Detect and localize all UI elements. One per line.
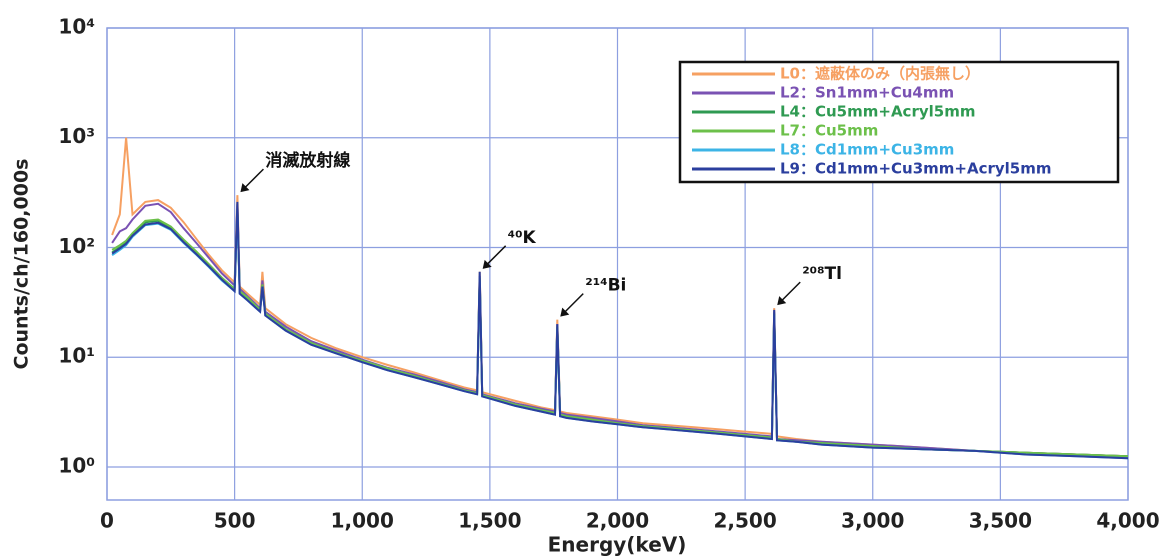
- annotation-arrowhead: [240, 183, 250, 193]
- x-tick-label: 3,000: [841, 509, 904, 533]
- annotation-arrowhead: [482, 259, 492, 269]
- legend-label: L4：Cu5mm+Acryl5mm: [780, 103, 975, 121]
- annotation-arrowhead: [560, 307, 570, 317]
- legend-label: L8：Cd1mm+Cu3mm: [780, 141, 954, 159]
- legend-label: L9：Cd1mm+Cu3mm+Acryl5mm: [780, 160, 1051, 178]
- x-axis-title: Energy(keV): [548, 533, 687, 557]
- y-tick-label: 10¹: [58, 344, 95, 368]
- y-tick-label: 10³: [58, 124, 95, 148]
- x-tick-label: 4,000: [1096, 509, 1159, 533]
- x-tick-label: 3,500: [969, 509, 1032, 533]
- annotation: 消滅放射線: [265, 150, 350, 171]
- x-tick-label: 2,500: [713, 509, 776, 533]
- legend-label: L0：遮蔽体のみ（内張無し）: [780, 65, 980, 83]
- legend-label: L2：Sn1mm+Cu4mm: [780, 84, 954, 102]
- annotation-arrow: [781, 281, 801, 301]
- x-tick-label: 500: [214, 509, 256, 533]
- x-tick-label: 2,000: [586, 509, 649, 533]
- y-tick-label: 10⁴: [58, 15, 95, 39]
- series-line: [111, 201, 1129, 460]
- x-tick-label: 0: [100, 509, 114, 533]
- y-tick-label: 10²: [58, 234, 95, 258]
- y-tick-label: 10⁰: [58, 453, 95, 477]
- annotation: ²⁰⁸Tl: [802, 264, 842, 284]
- annotation: ⁴⁰K: [508, 228, 537, 248]
- annotation-arrow: [564, 293, 584, 313]
- legend-label: L7：Cu5mm: [780, 122, 878, 140]
- x-tick-label: 1,000: [331, 509, 394, 533]
- legend-box: [678, 60, 1120, 184]
- annotation-arrowhead: [777, 296, 787, 306]
- y-axis-title: Counts/ch/160,000s: [11, 159, 33, 370]
- annotation-arrow: [487, 245, 507, 265]
- annotation-arrow: [244, 168, 264, 188]
- x-tick-label: 1,500: [458, 509, 521, 533]
- annotation: ²¹⁴Bi: [585, 276, 626, 296]
